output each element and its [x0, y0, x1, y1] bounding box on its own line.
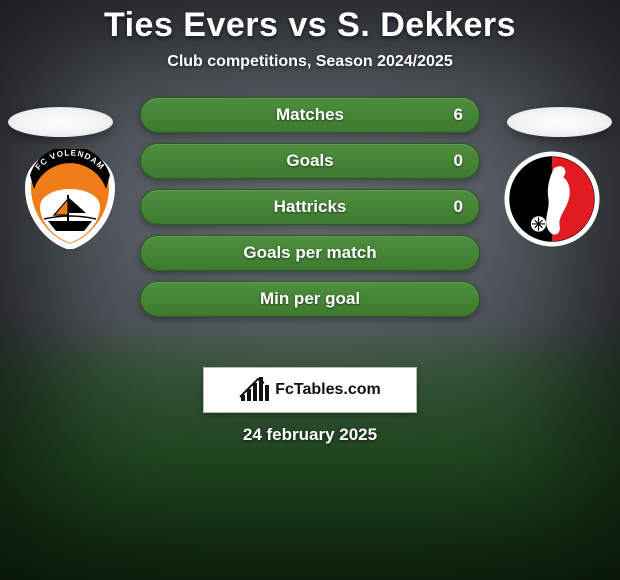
stat-value-right: 0	[454, 197, 463, 217]
stat-pill-min-per-goal: Min per goal	[140, 281, 480, 317]
stat-label: Min per goal	[260, 289, 360, 309]
fctables-logo-icon	[239, 377, 269, 403]
comparison-stage: FC VOLENDAM Matches 6	[0, 97, 620, 357]
stat-value-right: 0	[454, 151, 463, 171]
club-badge-left: FC VOLENDAM	[20, 149, 120, 249]
player-avatar-left	[8, 107, 113, 137]
brand-box[interactable]: FcTables.com	[203, 367, 417, 413]
page-title: Ties Evers vs S. Dekkers	[0, 6, 620, 45]
stat-label: Goals	[286, 151, 333, 171]
stat-label: Hattricks	[274, 197, 347, 217]
date-label: 24 february 2025	[0, 425, 620, 445]
subtitle: Club competitions, Season 2024/2025	[0, 53, 620, 71]
stat-pill-hattricks: Hattricks 0	[140, 189, 480, 225]
stat-pill-list: Matches 6 Goals 0 Hattricks 0 Goals per …	[140, 97, 480, 317]
stat-pill-goals-per-match: Goals per match	[140, 235, 480, 271]
stat-label: Goals per match	[243, 243, 376, 263]
player-avatar-right	[507, 107, 612, 137]
club-badge-right	[504, 151, 600, 247]
stat-label: Matches	[276, 105, 344, 125]
stat-pill-goals: Goals 0	[140, 143, 480, 179]
brand-text: FcTables.com	[275, 381, 381, 399]
stat-value-right: 6	[454, 105, 463, 125]
stat-pill-matches: Matches 6	[140, 97, 480, 133]
